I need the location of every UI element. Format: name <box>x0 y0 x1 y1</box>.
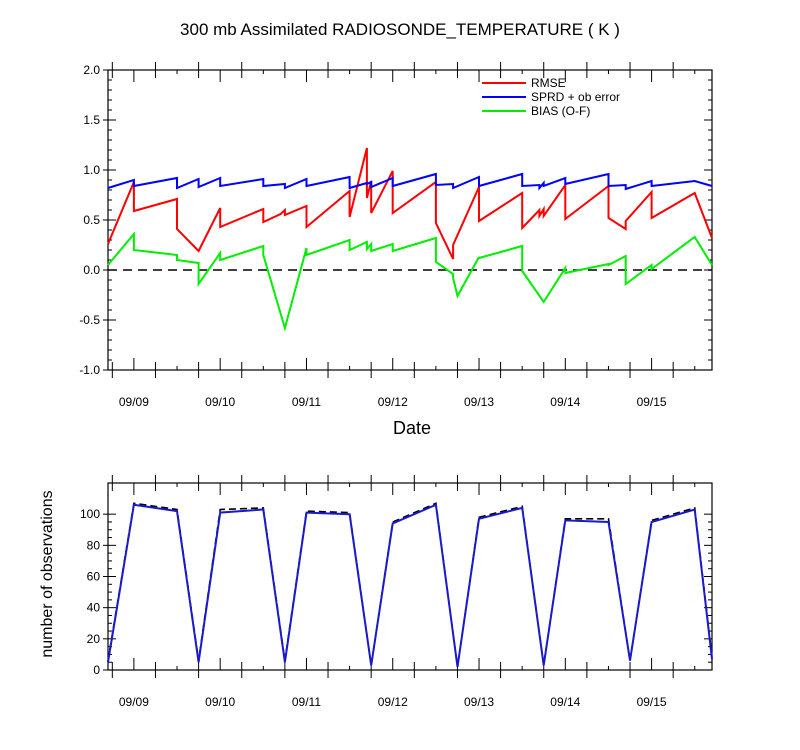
x-tick-label: 09/14 <box>550 395 580 409</box>
y-tick-label: 2.0 <box>83 63 100 77</box>
y-tick-label: 0 <box>93 663 100 677</box>
x-tick-label: 09/10 <box>205 695 235 709</box>
top-plot-area: 2.0 1.5 1.0 0.5 0.0 -0.5 -1.0 09/09 09/10 09/11 09… <box>79 62 713 409</box>
x-tick-label: 09/09 <box>119 695 149 709</box>
x-tick-label: 09/09 <box>119 395 149 409</box>
series-line-rmse <box>107 147 713 260</box>
y-tick-label: 1.5 <box>83 113 100 127</box>
y-tick-label: 60 <box>87 570 101 584</box>
x-axis-label: Date <box>392 418 432 438</box>
y-tick-label: 0.0 <box>83 263 100 277</box>
y-tick-label: 20 <box>87 632 101 646</box>
x-tick-label: 09/15 <box>637 395 667 409</box>
series-line-bias-o-f <box>107 231 713 332</box>
x-tick-label: 09/11 <box>292 395 321 409</box>
x-tick-label: 09/15 <box>637 695 667 709</box>
series-line-used <box>107 503 713 668</box>
y-tick-label: 1.0 <box>83 163 100 177</box>
legend-label: BIAS (O-F) <box>531 104 590 118</box>
y-tick-label: 0.5 <box>83 213 100 227</box>
y-tick-label: 40 <box>87 601 101 615</box>
series-line-sprd-ob-error <box>107 172 713 191</box>
y-tick-label: 100 <box>80 507 100 521</box>
bottom-plot-area: 100 80 60 40 20 0 09/09 09/10 09/11 09/12 09/13 09/… <box>80 475 713 709</box>
x-tick-label: 09/11 <box>292 695 321 709</box>
y-tick-label: 80 <box>87 538 101 552</box>
x-tick-label: 09/13 <box>464 395 494 409</box>
y-tick-label: -0.5 <box>79 313 100 327</box>
plot-frame <box>107 69 713 371</box>
x-tick-label: 09/12 <box>378 695 408 709</box>
legend-label: SPRD + ob error <box>531 90 620 104</box>
x-tick-label: 09/13 <box>464 695 494 709</box>
chart-title: 300 mb Assimilated RADIOSONDE_TEMPERATUR… <box>180 20 620 39</box>
series-line-possible <box>107 502 713 668</box>
legend-label: RMSE <box>531 76 566 90</box>
x-tick-label: 09/12 <box>378 395 408 409</box>
x-tick-label: 09/14 <box>550 695 580 709</box>
y-tick-label: -1.0 <box>79 363 100 377</box>
x-tick-label: 09/10 <box>205 395 235 409</box>
plot-frame <box>107 482 713 671</box>
